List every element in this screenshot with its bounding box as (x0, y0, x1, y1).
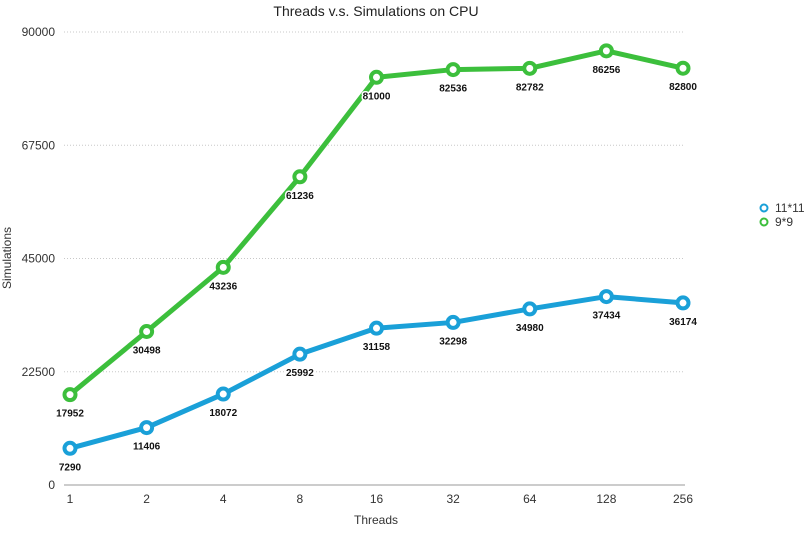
data-point (62, 387, 78, 403)
data-label: 81000 (363, 91, 391, 102)
data-label: 86256 (592, 65, 620, 76)
data-point (215, 259, 231, 275)
legend-marker (759, 203, 769, 213)
data-point (675, 60, 691, 76)
y-tick-label: 45000 (22, 252, 56, 266)
data-label: 25992 (286, 368, 314, 379)
data-label: 82536 (439, 84, 467, 95)
series-layer (62, 43, 691, 456)
y-axis-title: Simulations (0, 227, 14, 289)
data-point (292, 346, 308, 362)
legend-marker (759, 217, 769, 227)
y-tick-label: 22500 (22, 365, 56, 379)
data-label: 30498 (133, 345, 161, 356)
data-point (522, 301, 538, 317)
data-point (522, 60, 538, 76)
data-label: 37434 (592, 311, 620, 322)
data-point (445, 62, 461, 78)
series-1 (62, 289, 691, 456)
data-point (598, 43, 614, 59)
data-label: 61236 (286, 191, 314, 202)
data-label: 82800 (669, 82, 697, 93)
legend-label: 9*9 (775, 215, 793, 229)
series-2 (62, 43, 691, 403)
x-tick-label: 64 (523, 492, 537, 506)
data-point (139, 420, 155, 436)
data-point (369, 320, 384, 336)
x-tick-label: 128 (596, 492, 616, 506)
data-point (369, 69, 384, 85)
data-label: 82782 (516, 82, 544, 93)
x-tick-label: 2 (143, 492, 150, 506)
x-tick-label: 32 (446, 492, 460, 506)
data-point (292, 169, 308, 185)
data-point (445, 314, 461, 330)
y-tick-label: 90000 (22, 25, 56, 39)
data-label: 7290 (59, 462, 82, 473)
data-label: 31158 (363, 342, 391, 353)
axes: 0 22500 45000 67500 90000 1 2 4 8 16 32 64 128 256 (22, 25, 694, 506)
data-point (598, 289, 614, 305)
data-label: 17952 (56, 409, 84, 420)
data-label: 18072 (209, 408, 237, 419)
legend: 11*119*9 (759, 201, 805, 229)
data-label: 34980 (516, 323, 544, 334)
x-tick-label: 8 (297, 492, 304, 506)
x-tick-label: 256 (673, 492, 693, 506)
data-label: 43236 (209, 281, 237, 292)
data-point (62, 440, 78, 456)
y-tick-label: 0 (48, 478, 55, 492)
chart-title: Threads v.s. Simulations on CPU (273, 3, 478, 19)
data-labels: 7290 11406 18072 25992 31158 32298 34980 37434 3… (55, 63, 699, 474)
data-point (215, 386, 231, 402)
data-label: 36174 (669, 317, 697, 328)
data-label: 11406 (133, 442, 161, 453)
data-point (139, 323, 155, 339)
x-tick-label: 4 (220, 492, 227, 506)
x-tick-label: 16 (370, 492, 384, 506)
x-tick-label: 1 (67, 492, 74, 506)
y-tick-label: 67500 (22, 138, 56, 152)
data-point (675, 295, 691, 311)
legend-label: 11*11 (775, 201, 805, 215)
x-axis-title: Threads (354, 513, 398, 527)
data-label: 32298 (439, 336, 467, 347)
